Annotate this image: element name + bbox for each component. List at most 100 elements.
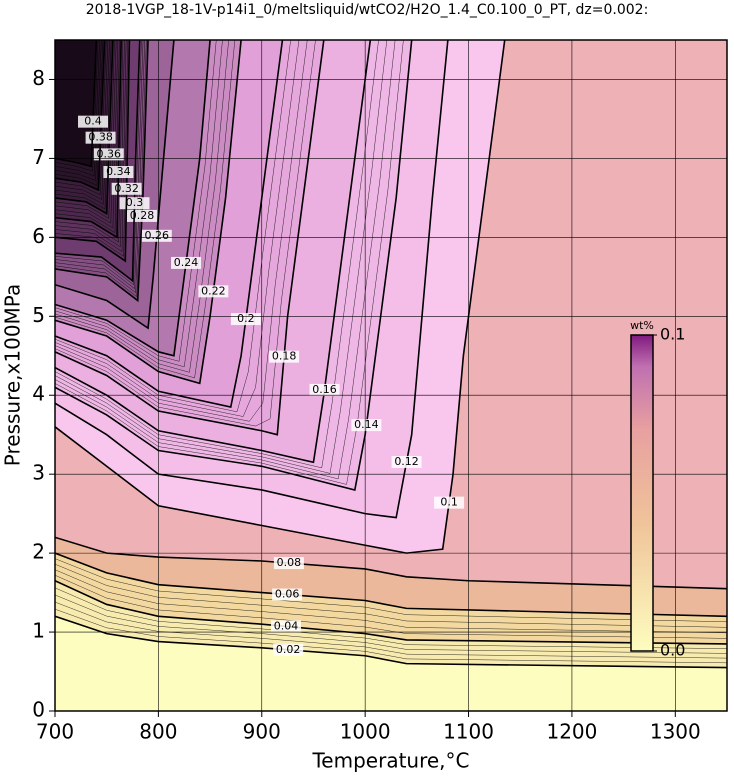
contour-label: 0.16 [312, 383, 337, 396]
contour-label: 0.2 [237, 312, 255, 325]
contour-line [55, 40, 122, 239]
minor-contour [55, 40, 388, 474]
y-tick-label: 8 [32, 66, 45, 90]
contour-label: 0.26 [145, 229, 170, 242]
contour-label-group: 0.28 [126, 209, 157, 222]
contour-label: 0.08 [277, 556, 302, 569]
x-tick-label: 1200 [546, 720, 597, 744]
y-tick-label: 0 [32, 698, 45, 722]
x-tick-label: 1300 [650, 720, 701, 744]
minor-contour [55, 40, 115, 219]
minor-contour [55, 40, 128, 257]
contour-label: 0.06 [275, 588, 300, 601]
minor-contour [55, 40, 404, 485]
contour-label-group: 0.24 [171, 256, 202, 269]
minor-contour [55, 40, 124, 243]
x-tick-label: 1000 [340, 720, 391, 744]
contour-label-bg [93, 148, 124, 161]
minor-contour [55, 40, 223, 368]
contour-line [55, 40, 325, 436]
y-tick-label: 1 [32, 619, 45, 643]
contour-label-group: 0.1 [434, 496, 465, 509]
contour-label: 0.32 [114, 182, 139, 195]
contour-label-bg [273, 643, 304, 656]
minor-contour [55, 40, 102, 181]
minor-contour [55, 40, 104, 186]
y-tick-label: 2 [32, 540, 45, 564]
colorbar-label: wt% [630, 319, 654, 332]
contour-label-group: 0.36 [93, 147, 124, 161]
minor-contour [55, 40, 112, 210]
contour-label: 0.18 [272, 350, 297, 363]
minor-contour [55, 40, 100, 177]
contour-line [55, 40, 131, 263]
contour-label: 0.02 [276, 643, 301, 656]
colorbar-tick-label: 0.0 [660, 641, 685, 660]
contour-label-group: 0.16 [309, 383, 340, 396]
contour-line [55, 40, 449, 519]
contour-label-bg [198, 285, 229, 298]
x-tick-label: 1100 [443, 720, 494, 744]
minor-contour [55, 40, 142, 286]
y-tick-label: 4 [32, 382, 45, 406]
minor-contour [55, 40, 308, 422]
minor-contour [55, 40, 125, 248]
contour-label: 0.3 [126, 196, 144, 209]
minor-contour [55, 40, 147, 297]
contour-label-group: 0.18 [269, 350, 300, 363]
minor-contour [55, 40, 379, 469]
contour-label-bg [273, 557, 304, 570]
x-axis-label: Temperature,°C [311, 749, 469, 773]
x-tick-label: 900 [243, 720, 281, 744]
contour-label-group: 0.4 [78, 115, 109, 128]
y-tick-label: 7 [32, 145, 45, 169]
minor-contour [55, 40, 236, 379]
contour-label-bg [272, 588, 303, 601]
contour-label-group: 0.14 [351, 418, 382, 432]
colorbar [630, 334, 654, 652]
contour-label: 0.38 [88, 131, 113, 144]
contour-line [55, 40, 141, 283]
contour-label-bg [103, 166, 134, 179]
plot-area: 0.02 0.04 0.06 0.08 0.1 0.12 0.14 0.16 0.18 0.2 0.… [55, 40, 727, 711]
y-tick-label: 6 [32, 224, 45, 248]
x-tick-label: 700 [36, 720, 74, 744]
minor-contour [55, 40, 300, 417]
minor-contour [55, 40, 127, 252]
contour-label-group: 0.08 [273, 556, 304, 570]
contour-label: 0.4 [84, 115, 102, 128]
minor-contour [55, 40, 120, 233]
contour-label-bg [391, 455, 422, 468]
contour-label-bg [271, 620, 302, 633]
contour-label-group: 0.22 [198, 284, 229, 298]
contour-label-group: 0.26 [141, 229, 172, 242]
contour-line [55, 40, 98, 168]
contour-label-group: 0.2 [230, 312, 261, 326]
contour-label: 0.22 [201, 284, 226, 297]
contour-label-bg [78, 115, 109, 128]
contour-label-bg [171, 256, 202, 269]
contour-label: 0.14 [354, 418, 379, 431]
contour-label-group: 0.06 [272, 588, 303, 601]
contour-label: 0.1 [440, 496, 458, 509]
minor-contour [55, 40, 396, 480]
contour-label-group: 0.04 [271, 619, 302, 633]
contour-label: 0.36 [97, 147, 122, 160]
contour-line [55, 40, 372, 464]
contour-label-bg [434, 496, 465, 509]
minor-contour [55, 40, 217, 362]
contour-label-bg [269, 350, 300, 363]
contour-label: 0.28 [130, 209, 155, 222]
y-axis-label: Pressure,x100MPa [1, 284, 25, 466]
contour-label-bg [111, 182, 142, 195]
contour-label-group: 0.38 [85, 131, 116, 144]
contour-line [55, 40, 506, 554]
contour-line [55, 40, 114, 216]
contour-label-group: 0.12 [391, 455, 422, 468]
colorbar-tick-label: 0.1 [660, 325, 685, 344]
overlay: 700 800 900 1000 1100 1200 1300012345678wt%0.0… [32, 39, 728, 744]
plot-frame [54, 39, 728, 712]
minor-contour [55, 40, 316, 427]
contour-line [55, 40, 106, 192]
